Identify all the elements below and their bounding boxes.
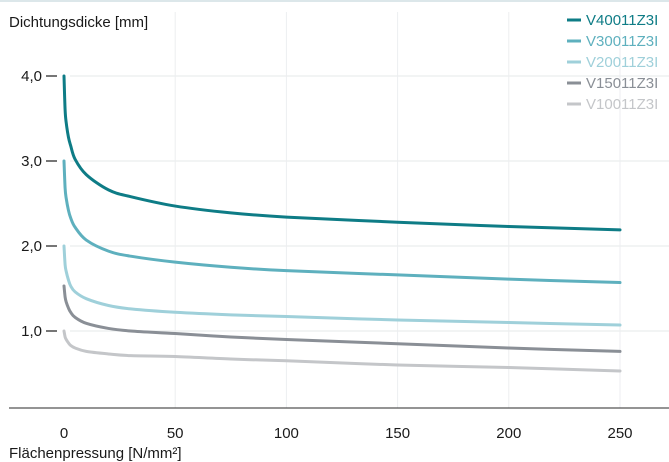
legend-label: V10011Z3I [586,96,658,113]
y-tick-label: 4,0 [21,68,42,85]
x-tick-label: 150 [385,425,410,442]
legend-label: V30011Z3I [586,33,658,50]
grid-layer [70,12,669,408]
series-line-v10011z3i [62,329,622,373]
series-line-v30011z3i [62,159,622,285]
legend-label: V20011Z3I [586,54,658,71]
series-line-v20011z3i [62,244,622,327]
x-axis-label: Flächenpressung [N/mm²] [9,445,182,462]
x-tick-label: 100 [274,425,299,442]
series-line-v15011z3i [62,284,622,353]
axis-layer: 1,0 2,0 3,0 4,0 0 50 100 150 200 250 [9,68,669,442]
y-axis-label: Dichtungsdicke [mm] [9,14,148,31]
x-tick-label: 50 [167,425,184,442]
legend-label: V15011Z3I [586,75,658,92]
series-layer [62,74,622,373]
y-tick-label: 3,0 [21,153,42,170]
legend: V40011Z3I V30011Z3I V20011Z3I V15011Z3I V100… [567,12,658,113]
x-tick-label: 250 [607,425,632,442]
y-tick-label: 2,0 [21,238,42,255]
series-line-v40011z3i [62,74,622,232]
legend-label: V40011Z3I [586,12,658,29]
y-tick-label: 1,0 [21,323,42,340]
x-tick-label: 0 [60,425,68,442]
x-tick-label: 200 [496,425,521,442]
